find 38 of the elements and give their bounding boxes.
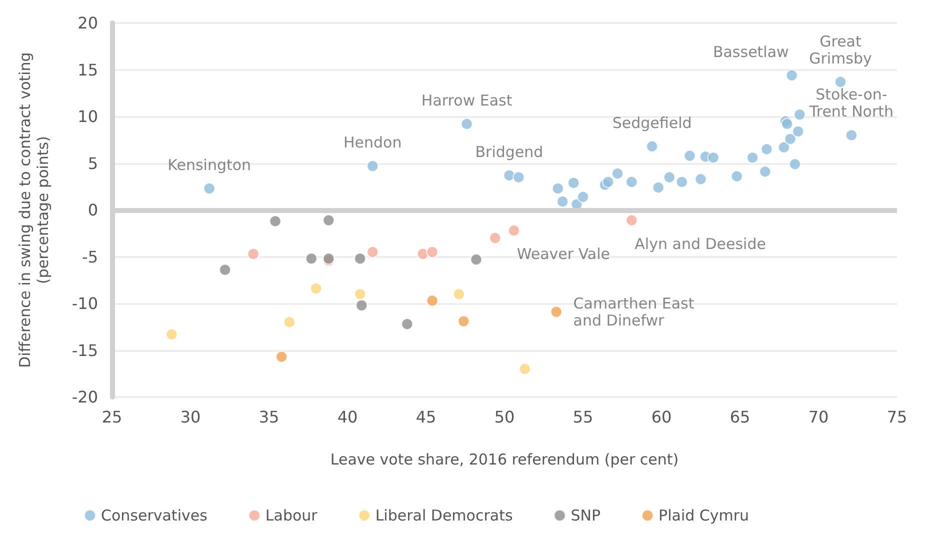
x-tick-label: 75 [886, 408, 908, 426]
x-tick-label: 25 [102, 408, 122, 426]
y-axis-title: Difference in swing due to contract voting (percentage points) [16, 52, 52, 368]
annotation: Bridgend [475, 142, 544, 161]
y-tick-label: 20 [78, 14, 98, 32]
y-tick-label: 10 [78, 107, 98, 126]
legend-label: Liberal Democrats [375, 506, 513, 524]
annotation: Harrow East [421, 91, 512, 110]
annotation: Weaver Vale [516, 245, 610, 264]
legend-label: SNP [570, 506, 601, 524]
annotation: Kensington [168, 156, 252, 174]
y-tick-label: -5 [82, 247, 98, 266]
y-tick-label: -20 [72, 388, 98, 406]
y-tick-label: 15 [78, 60, 98, 80]
legend-label: Conservatives [101, 506, 208, 524]
legend-label: Plaid Cymru [658, 506, 750, 524]
x-tick-label: 60 [651, 408, 672, 426]
annotation: Alyn and Deeside [634, 234, 766, 253]
annotation: Camarthen East and Dinefwr [573, 294, 694, 330]
annotation: Bassetlaw [712, 42, 789, 61]
annotation: Stoke-on- Trent North [808, 86, 894, 121]
x-tick-label: 40 [337, 408, 358, 426]
y-tick-label: -15 [72, 340, 98, 360]
x-tick-label: 50 [494, 408, 515, 426]
y-tick-label: 0 [88, 200, 98, 220]
annotation: Sedgefield [612, 114, 692, 132]
y-tick-label: 5 [88, 154, 98, 173]
legend-label: Labour [265, 506, 318, 524]
x-tick-label: 65 [730, 408, 750, 426]
x-axis-title: Leave vote share, 2016 referendum (per cent) [330, 450, 679, 468]
annotation: Hendon [344, 134, 402, 152]
x-tick-label: 70 [808, 408, 829, 426]
x-tick-label: 45 [416, 408, 436, 426]
annotation: Great Grimsby [809, 32, 872, 68]
x-tick-label: 35 [258, 408, 280, 426]
y-tick-label: -10 [72, 294, 98, 313]
x-tick-label: 55 [572, 408, 594, 426]
x-tick-label: 30 [180, 408, 201, 426]
